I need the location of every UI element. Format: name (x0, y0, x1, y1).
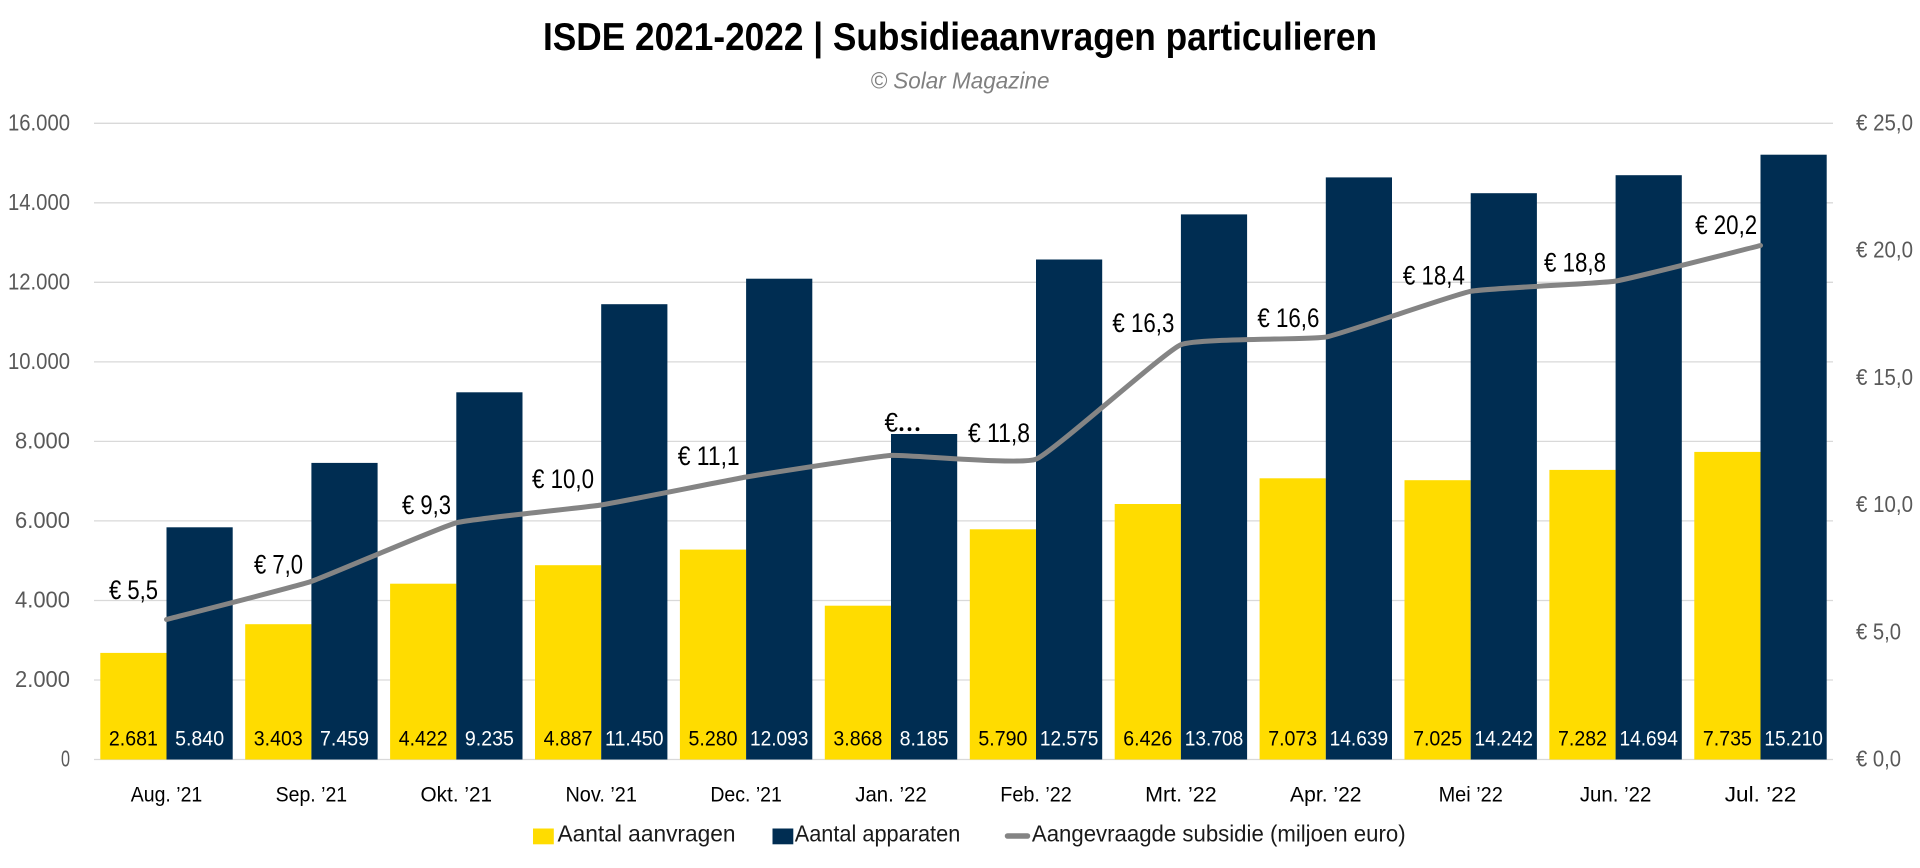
svg-text:Dec. ’21: Dec. ’21 (710, 783, 782, 807)
svg-text:14.694: 14.694 (1619, 726, 1678, 750)
svg-text:€ 18,8: € 18,8 (1544, 247, 1606, 277)
svg-text:€ 20,2: € 20,2 (1695, 210, 1757, 240)
svg-text:€ 16,6: € 16,6 (1257, 303, 1319, 333)
svg-text:Aantal apparaten: Aantal apparaten (795, 821, 961, 847)
svg-text:4.887: 4.887 (544, 726, 593, 750)
svg-text:Mrt. ’22: Mrt. ’22 (1145, 783, 1217, 807)
svg-text:0: 0 (61, 746, 70, 772)
svg-text:5.790: 5.790 (978, 726, 1027, 750)
svg-text:2.000: 2.000 (15, 666, 70, 692)
svg-text:13.708: 13.708 (1185, 726, 1244, 750)
svg-text:€ 5,0: € 5,0 (1856, 618, 1901, 644)
svg-text:12.093: 12.093 (750, 726, 809, 750)
svg-text:8.185: 8.185 (900, 726, 949, 750)
svg-text:5.840: 5.840 (175, 726, 224, 750)
svg-text:6.426: 6.426 (1123, 726, 1172, 750)
svg-text:11.450: 11.450 (605, 726, 664, 750)
svg-text:12.575: 12.575 (1040, 726, 1099, 750)
svg-text:ISDE 2021-2022 | Subsidieaanvr: ISDE 2021-2022 | Subsidieaanvragen parti… (543, 16, 1377, 59)
svg-text:9.235: 9.235 (465, 726, 514, 750)
svg-text:4.422: 4.422 (399, 726, 448, 750)
svg-text:Apr. ’22: Apr. ’22 (1290, 783, 1362, 807)
svg-text:€ 10,0: € 10,0 (532, 464, 594, 494)
svg-text:Okt. ’21: Okt. ’21 (421, 783, 493, 807)
svg-text:4.000: 4.000 (15, 587, 70, 613)
svg-text:2.681: 2.681 (109, 726, 158, 750)
svg-text:€ 11,8: € 11,8 (968, 418, 1030, 448)
svg-text:7.459: 7.459 (320, 726, 369, 750)
svg-text:€ 5,5: € 5,5 (109, 575, 158, 605)
svg-text:14.242: 14.242 (1475, 726, 1534, 750)
svg-text:€ 10,0: € 10,0 (1856, 491, 1913, 517)
svg-text:€ 15,0: € 15,0 (1856, 364, 1913, 390)
svg-text:€ 11,1: € 11,1 (678, 441, 740, 471)
svg-text:6.000: 6.000 (15, 507, 70, 533)
svg-text:Aantal aanvragen: Aantal aanvragen (558, 821, 736, 847)
svg-text:Aangevraagde subsidie (miljoen: Aangevraagde subsidie (miljoen euro) (1032, 821, 1406, 847)
svg-text:Jul. ’22: Jul. ’22 (1725, 783, 1797, 807)
svg-text:Feb. ’22: Feb. ’22 (1000, 783, 1072, 807)
svg-text:7.282: 7.282 (1558, 726, 1607, 750)
svg-text:€: € (885, 408, 899, 438)
svg-text:10.000: 10.000 (8, 348, 70, 374)
svg-text:€ 0,0: € 0,0 (1856, 746, 1901, 772)
svg-text:7.025: 7.025 (1413, 726, 1462, 750)
svg-text:8.000: 8.000 (15, 427, 70, 453)
svg-text:14.639: 14.639 (1330, 726, 1389, 750)
svg-text:Nov. ’21: Nov. ’21 (565, 783, 637, 807)
svg-text:12.000: 12.000 (8, 268, 70, 294)
svg-text:€ 20,0: € 20,0 (1856, 237, 1913, 263)
svg-text:€ 16,3: € 16,3 (1112, 308, 1174, 338)
svg-text:3.868: 3.868 (833, 726, 882, 750)
svg-text:Sep. ’21: Sep. ’21 (276, 783, 348, 807)
svg-text:© Solar Magazine: © Solar Magazine (871, 68, 1050, 94)
svg-text:15.210: 15.210 (1764, 726, 1823, 750)
svg-text:€ 7,0: € 7,0 (254, 549, 303, 579)
svg-text:€ 18,4: € 18,4 (1403, 260, 1465, 290)
svg-text:5.280: 5.280 (689, 726, 738, 750)
svg-text:7.735: 7.735 (1703, 726, 1752, 750)
svg-text:Mei ’22: Mei ’22 (1439, 783, 1503, 807)
svg-text:7.073: 7.073 (1268, 726, 1317, 750)
svg-text:€ 9,3: € 9,3 (402, 490, 451, 520)
svg-text:Jan. ’22: Jan. ’22 (855, 783, 927, 807)
svg-text:€ 25,0: € 25,0 (1856, 109, 1913, 135)
svg-text:14.000: 14.000 (8, 189, 70, 215)
svg-text:16.000: 16.000 (8, 109, 70, 135)
svg-text:Jun. ’22: Jun. ’22 (1580, 783, 1652, 807)
svg-text:3.403: 3.403 (254, 726, 303, 750)
svg-text:Aug. ’21: Aug. ’21 (131, 783, 203, 807)
